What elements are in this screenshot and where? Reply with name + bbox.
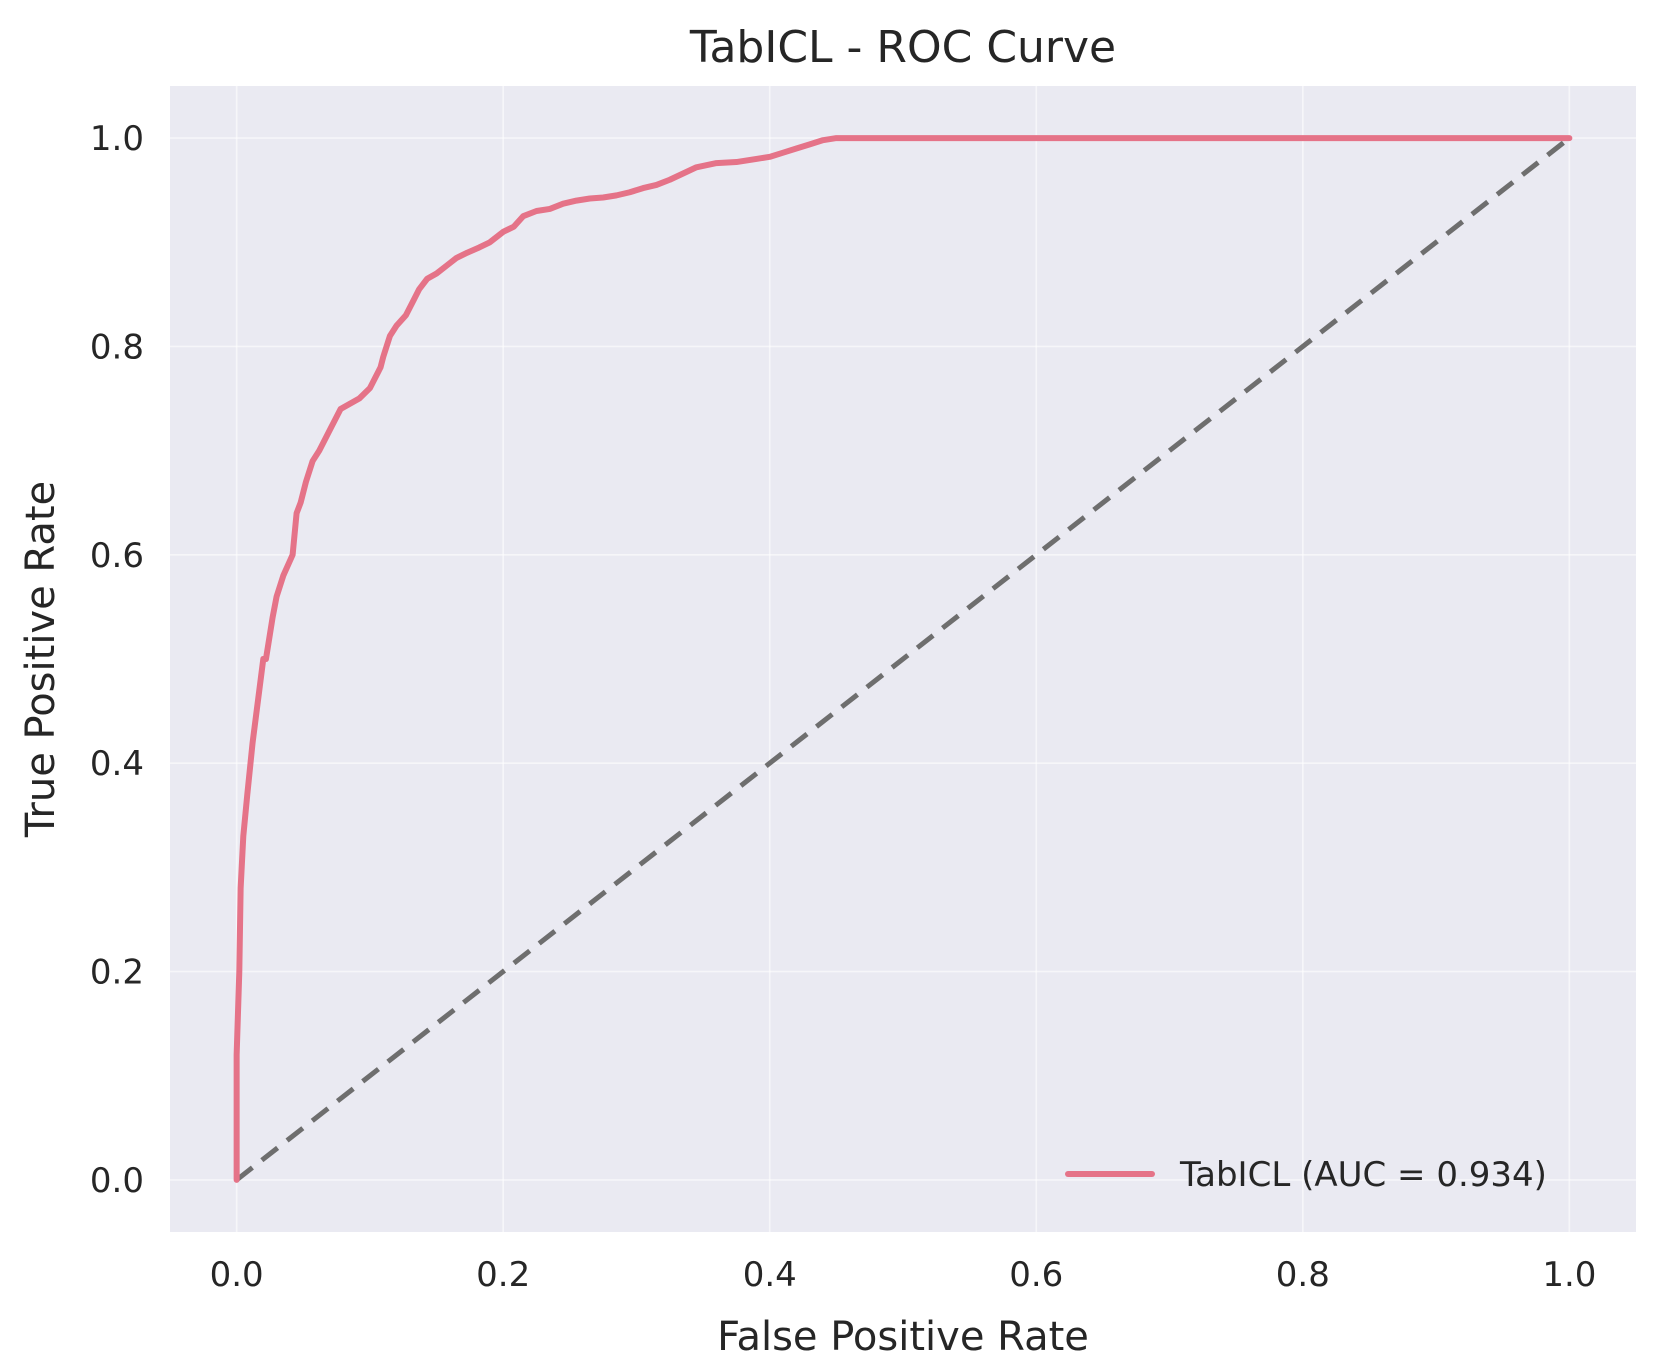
y-tick-label: 0.2 xyxy=(90,953,144,993)
y-tick-labels: 0.0 0.2 0.4 0.6 0.8 1.0 xyxy=(90,119,144,1201)
reference-diagonal-line xyxy=(235,136,1571,1182)
y-tick-label: 0.6 xyxy=(90,536,144,576)
x-axis-label: False Positive Rate xyxy=(717,1314,1089,1360)
x-tick-labels: 0.0 0.2 0.4 0.6 0.8 1.0 xyxy=(210,1255,1597,1295)
x-tick-label: 0.6 xyxy=(1009,1255,1063,1295)
y-tick-label: 1.0 xyxy=(90,119,144,159)
y-tick-label: 0.8 xyxy=(90,327,144,367)
y-axis-label: True Positive Rate xyxy=(18,481,64,838)
x-tick-label: 0.2 xyxy=(476,1255,530,1295)
roc-curve-line xyxy=(233,135,1573,1183)
x-tick-label: 0.4 xyxy=(743,1255,797,1295)
y-tick-label: 0.4 xyxy=(90,744,144,784)
legend: TabICL (AUC = 0.934) xyxy=(1065,1155,1547,1195)
series-layer xyxy=(233,135,1573,1183)
x-tick-label: 1.0 xyxy=(1542,1255,1596,1295)
x-tick-label: 0.8 xyxy=(1276,1255,1330,1295)
y-tick-label: 0.0 xyxy=(90,1161,144,1201)
gridlines xyxy=(170,86,1636,1232)
x-tick-label: 0.0 xyxy=(210,1255,264,1295)
chart-title: TabICL - ROC Curve xyxy=(689,22,1116,73)
legend-label-roc: TabICL (AUC = 0.934) xyxy=(1179,1155,1547,1195)
